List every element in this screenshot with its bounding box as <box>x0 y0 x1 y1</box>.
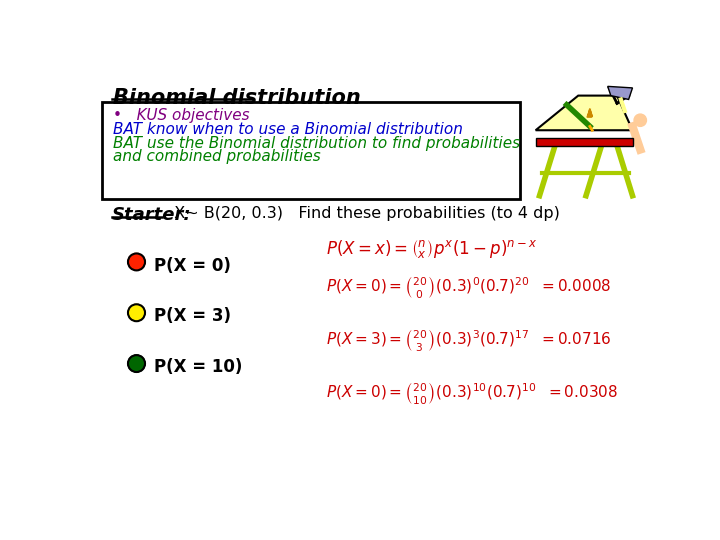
Circle shape <box>128 304 145 321</box>
Text: $P(X = 0) = \binom{20}{0}(0.3)^0(0.7)^{20}\ \ = 0.0008$: $P(X = 0) = \binom{20}{0}(0.3)^0(0.7)^{2… <box>326 274 612 300</box>
Circle shape <box>634 114 647 126</box>
Circle shape <box>128 355 145 372</box>
Text: P(X = 0): P(X = 0) <box>153 256 230 274</box>
Text: Starter:: Starter: <box>112 206 192 225</box>
Text: P(X = 10): P(X = 10) <box>153 358 242 376</box>
Text: $P(X = x) = \binom{n}{x}p^x(1-p)^{n-x}$: $P(X = x) = \binom{n}{x}p^x(1-p)^{n-x}$ <box>326 238 538 261</box>
Text: •   KUS objectives: • KUS objectives <box>113 108 250 123</box>
Polygon shape <box>536 96 632 130</box>
Text: BAT know when to use a Binomial distribution: BAT know when to use a Binomial distribu… <box>113 122 463 137</box>
Text: P(X = 3): P(X = 3) <box>153 307 230 325</box>
Text: and combined probabilities: and combined probabilities <box>113 150 321 165</box>
Text: $P(X = 3) = \binom{20}{3}(0.3)^3(0.7)^{17}\ \ = 0.0716$: $P(X = 3) = \binom{20}{3}(0.3)^3(0.7)^{1… <box>326 327 612 353</box>
Text: $P(X = 0) = \binom{20}{10}(0.3)^{10}(0.7)^{10}\ \ = 0.0308$: $P(X = 0) = \binom{20}{10}(0.3)^{10}(0.7… <box>326 381 618 407</box>
Text: X∼ B(20, 0.3)   Find these probabilities (to 4 dp): X∼ B(20, 0.3) Find these probabilities (… <box>163 206 559 221</box>
Circle shape <box>128 253 145 271</box>
Polygon shape <box>536 138 632 146</box>
FancyBboxPatch shape <box>102 102 520 199</box>
Text: Binomial distribution: Binomial distribution <box>113 88 361 108</box>
Text: BAT use the Binomial distribution to find probabilities: BAT use the Binomial distribution to fin… <box>113 136 521 151</box>
Polygon shape <box>608 86 632 99</box>
